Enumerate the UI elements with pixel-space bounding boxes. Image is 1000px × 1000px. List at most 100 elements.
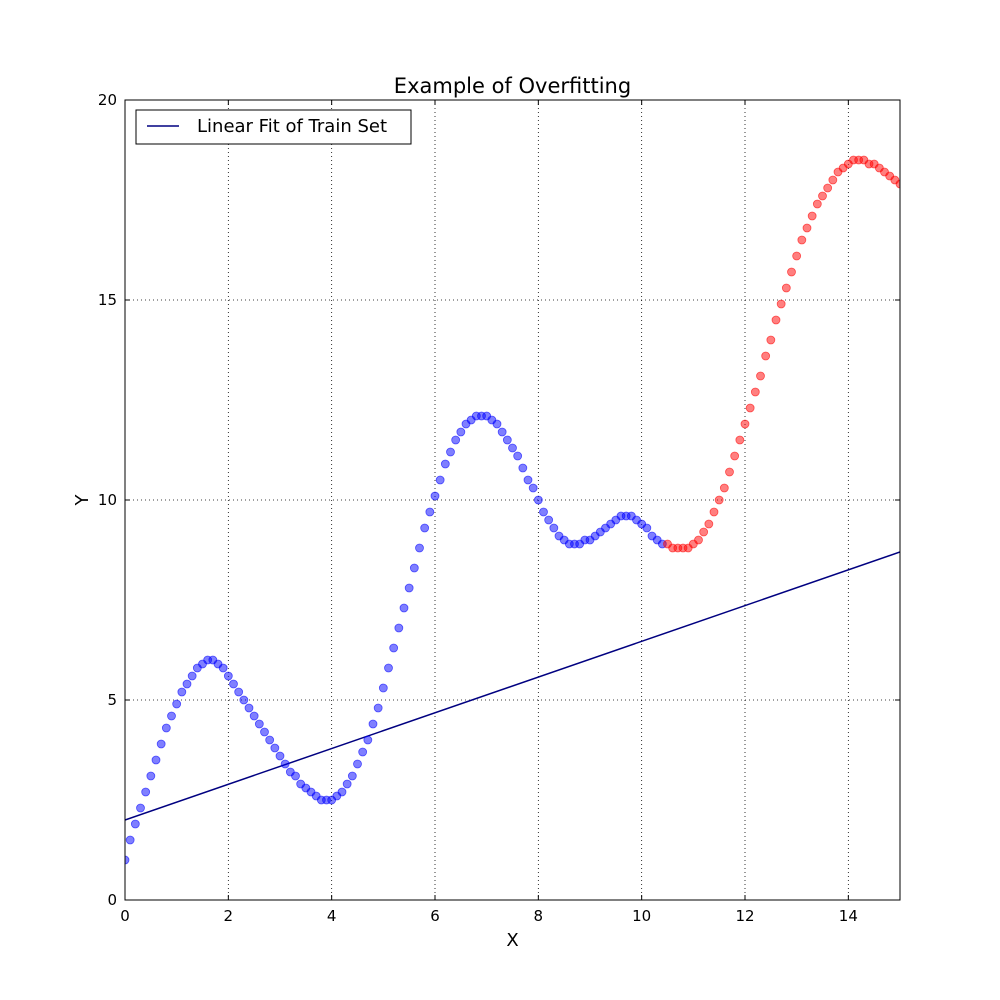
y-tick-label: 10 xyxy=(98,491,117,509)
test-point xyxy=(797,235,807,245)
train-point xyxy=(446,447,455,457)
train-point xyxy=(389,643,399,653)
legend-box xyxy=(135,109,412,145)
train-point xyxy=(146,771,156,781)
y-tick-label: 15 xyxy=(98,291,117,309)
train-point xyxy=(125,835,135,845)
x-tick-label: 6 xyxy=(430,907,440,925)
test-point xyxy=(714,495,724,505)
train-point xyxy=(420,523,430,533)
train-point xyxy=(275,751,285,761)
chart-title: Example of Overfitting xyxy=(394,74,631,98)
train-point xyxy=(502,435,512,445)
test-point xyxy=(750,387,760,397)
train-point xyxy=(141,787,151,797)
train-point xyxy=(430,491,440,501)
train-point xyxy=(136,803,145,813)
train-point xyxy=(347,771,357,781)
train-point xyxy=(642,523,652,533)
test-point xyxy=(807,211,817,221)
train-point xyxy=(378,683,388,693)
train-point xyxy=(358,747,368,757)
train-point xyxy=(337,787,347,797)
train-point xyxy=(151,755,161,765)
train-point xyxy=(229,679,238,689)
train-point xyxy=(399,603,409,613)
train-point xyxy=(409,563,419,573)
train-point xyxy=(384,663,393,673)
train-point xyxy=(518,463,528,473)
train-point xyxy=(182,679,192,689)
train-point xyxy=(172,699,182,709)
train-point xyxy=(125,855,130,865)
train-point xyxy=(342,779,352,789)
train-point xyxy=(265,735,275,745)
train-point xyxy=(254,719,264,729)
train-point xyxy=(513,451,523,461)
train-point xyxy=(508,443,517,453)
test-point xyxy=(802,223,812,233)
test-point xyxy=(735,435,745,445)
x-tick-label: 0 xyxy=(120,907,130,925)
train-point xyxy=(456,427,466,437)
test-point xyxy=(895,179,900,189)
test-point xyxy=(812,199,822,209)
train-point xyxy=(368,719,378,729)
train-point xyxy=(497,427,507,437)
test-point xyxy=(761,351,771,361)
train-point xyxy=(363,735,373,745)
train-point xyxy=(539,507,548,517)
x-tick-label: 14 xyxy=(839,907,858,925)
train-point xyxy=(156,739,166,749)
x-tick-label: 8 xyxy=(534,907,544,925)
train-point xyxy=(549,523,559,533)
y-tick-label: 5 xyxy=(107,691,117,709)
test-point xyxy=(818,191,827,201)
test-point xyxy=(704,519,714,529)
train-point xyxy=(244,703,254,713)
train-point xyxy=(415,543,424,553)
test-point xyxy=(719,483,729,493)
test-point xyxy=(709,507,719,517)
test-point xyxy=(792,251,802,261)
train-point xyxy=(353,759,362,769)
test-point xyxy=(730,451,740,461)
train-point xyxy=(492,419,502,429)
train-point xyxy=(249,711,259,721)
y-tick-label: 0 xyxy=(107,891,117,909)
test-point xyxy=(725,467,734,477)
linear-fit-line xyxy=(125,551,900,821)
train-point xyxy=(260,727,269,737)
y-tick-label: 20 xyxy=(98,91,117,109)
train-point xyxy=(177,687,187,697)
train-point xyxy=(167,711,176,721)
x-tick-label: 4 xyxy=(327,907,337,925)
train-point xyxy=(404,583,414,593)
x-tick-label: 12 xyxy=(735,907,754,925)
train-point xyxy=(161,723,171,733)
legend-entry-linear-fit: Linear Fit of Train Set xyxy=(197,116,387,137)
train-point xyxy=(523,475,533,485)
train-point xyxy=(234,687,244,697)
train-point xyxy=(291,771,300,781)
test-point xyxy=(776,299,786,309)
test-point xyxy=(787,267,796,277)
test-point xyxy=(771,315,781,325)
test-point xyxy=(781,283,791,293)
train-point xyxy=(544,515,554,525)
x-axis-label: X xyxy=(506,930,518,951)
train-point xyxy=(218,663,228,673)
train-point xyxy=(451,435,461,445)
train-point xyxy=(394,623,404,633)
train-point xyxy=(270,743,280,753)
train-point xyxy=(425,507,435,517)
y-axis-label: Y xyxy=(72,494,93,507)
test-point xyxy=(828,175,838,185)
test-point xyxy=(694,535,703,545)
train-point xyxy=(435,475,445,485)
train-point xyxy=(280,759,290,769)
train-point xyxy=(130,819,140,829)
train-point xyxy=(187,671,197,681)
test-point xyxy=(699,527,709,537)
